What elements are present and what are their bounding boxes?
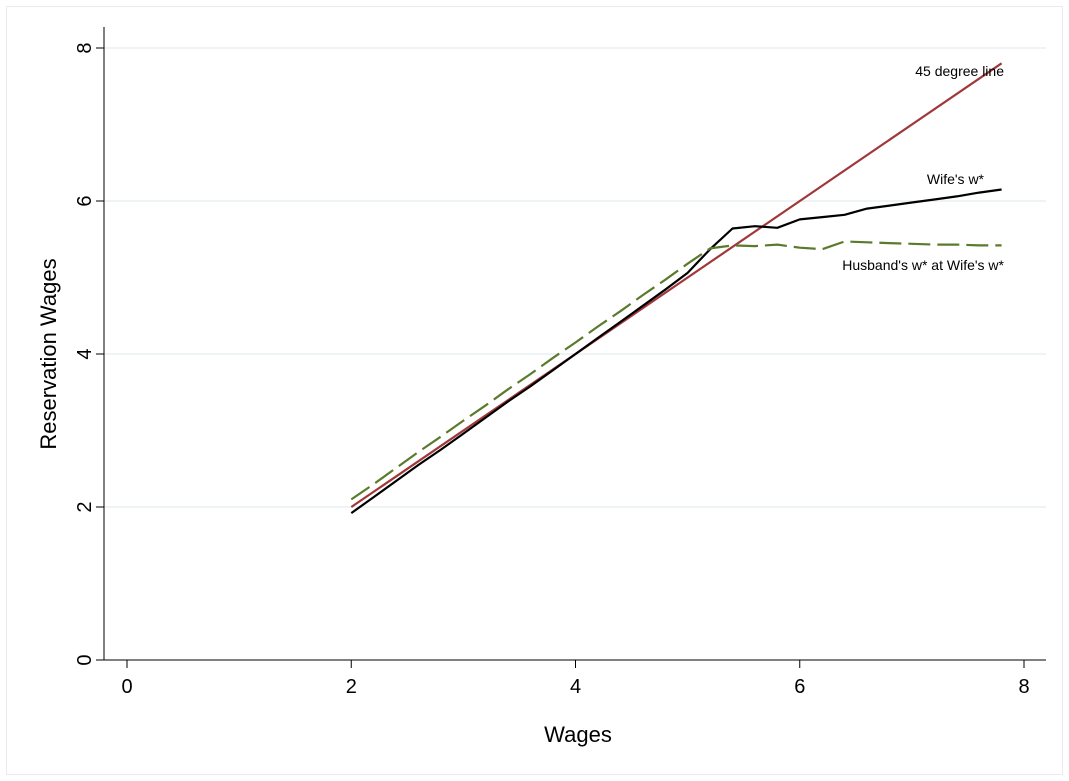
- annotation-wife-w: Wife's w*: [927, 171, 985, 187]
- x-tick-label-4: 4: [570, 676, 581, 698]
- line-wife-reservation-wage: [350, 188, 1002, 514]
- line-husband-reservation-wage: [350, 240, 1002, 501]
- x-tick-label-6: 6: [794, 676, 805, 698]
- y-tick-label-4: 4: [74, 348, 96, 359]
- annotations: 45 degree line Wife's w* Husband's w* at W…: [842, 63, 1004, 273]
- x-axis-title: Wages: [544, 722, 612, 747]
- x-tick-label-2: 2: [346, 676, 357, 698]
- chart-outer-border: [6, 6, 1063, 775]
- y-axis-title: Reservation Wages: [36, 258, 61, 449]
- x-tick-label-0: 0: [121, 676, 132, 698]
- series-lines: [350, 62, 1003, 514]
- x-tick-label-8: 8: [1018, 676, 1029, 698]
- y-tick-label-8: 8: [74, 42, 96, 53]
- line-45-degree: [350, 62, 1003, 508]
- y-tick-label-2: 2: [74, 501, 96, 512]
- annotation-45-degree-line: 45 degree line: [915, 63, 1004, 79]
- y-tick-label-6: 6: [74, 195, 96, 206]
- annotation-husband-w: Husband's w* at Wife's w*: [842, 257, 1004, 273]
- gridlines: [104, 47, 1046, 508]
- y-tick-label-0: 0: [74, 654, 96, 665]
- ticks: 0 2 4 6 8 0 2 4 6 8: [74, 42, 1030, 698]
